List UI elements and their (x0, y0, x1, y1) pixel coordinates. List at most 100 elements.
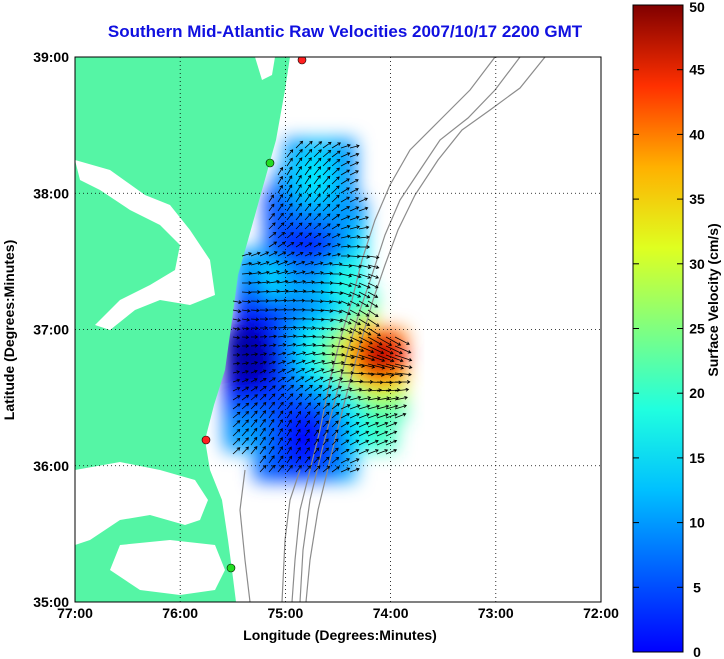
velocity-arrow (313, 280, 325, 285)
velocity-arrow (304, 183, 312, 194)
velocity-arrow (286, 222, 294, 230)
field-cell (254, 339, 266, 351)
velocity-arrow (250, 419, 258, 428)
field-cell (324, 419, 336, 431)
field-cell (284, 419, 296, 431)
field-cell (344, 229, 356, 241)
field-cell (324, 349, 336, 361)
velocity-arrow (367, 413, 380, 419)
field-cell (254, 299, 266, 311)
velocity-arrow (322, 141, 332, 149)
velocity-arrow (277, 212, 284, 221)
velocity-arrow (268, 307, 279, 312)
field-cell (274, 209, 286, 221)
velocity-arrow (277, 334, 287, 339)
velocity-arrow (241, 299, 252, 304)
velocity-arrow (232, 387, 241, 392)
velocity-arrow (322, 184, 331, 194)
velocity-arrow (259, 261, 270, 266)
velocity-arrow (349, 244, 361, 249)
velocity-arrow (340, 421, 350, 428)
velocity-arrow (268, 279, 280, 284)
velocity-arrow (358, 363, 376, 369)
velocity-arrow (250, 445, 258, 455)
velocity-arrow (340, 160, 351, 167)
velocity-arrow (322, 377, 334, 383)
velocity-arrow (304, 368, 315, 374)
velocity-arrow (232, 437, 241, 446)
field-cell (264, 229, 276, 241)
velocity-arrow (304, 280, 315, 285)
velocity-arrow (304, 270, 315, 275)
velocity-arrow (358, 327, 372, 336)
velocity-arrow (241, 361, 250, 366)
velocity-arrow (340, 387, 353, 392)
velocity-arrow (322, 318, 334, 322)
field-cell (254, 389, 266, 401)
velocity-arrow (340, 273, 353, 278)
field-cell (244, 349, 256, 361)
field-cell (314, 269, 326, 281)
field-cell (364, 409, 376, 421)
velocity-arrow (322, 299, 333, 304)
velocity-arrow (277, 193, 283, 203)
velocity-arrow (250, 308, 260, 313)
velocity-arrow (358, 404, 371, 410)
velocity-arrow (277, 343, 287, 347)
velocity-arrow (251, 335, 259, 339)
velocity-arrow (367, 449, 379, 455)
y-tick-label: 39:00 (33, 49, 69, 65)
velocity-arrow (358, 197, 369, 203)
velocity-arrow (367, 273, 380, 279)
velocity-arrow (268, 231, 277, 239)
field-cell (264, 309, 276, 321)
velocity-arrow (322, 194, 331, 203)
field-cell (274, 219, 286, 231)
velocity-arrow (358, 206, 369, 212)
velocity-arrow (268, 289, 280, 294)
velocity-arrow (277, 166, 284, 176)
velocity-arrow (349, 379, 364, 384)
velocity-arrow (286, 149, 294, 158)
field-cell (334, 339, 346, 351)
velocity-arrow (313, 402, 321, 410)
field-cell (344, 189, 356, 201)
velocity-arrow (268, 464, 276, 473)
velocity-arrow (331, 369, 345, 374)
velocity-arrow (232, 344, 241, 349)
field-cell (334, 239, 346, 251)
velocity-arrow (349, 318, 362, 326)
velocity-arrow (331, 352, 346, 357)
velocity-arrow (340, 291, 353, 297)
velocity-arrow (295, 202, 302, 212)
velocity-arrow (349, 336, 364, 344)
velocity-arrow (331, 394, 341, 401)
velocity-arrow (358, 282, 371, 289)
velocity-arrow (349, 458, 360, 464)
velocity-arrow (304, 174, 312, 185)
field-cell (354, 369, 366, 381)
field-cell (294, 149, 306, 161)
velocity-arrow (331, 233, 341, 239)
velocity-arrow (349, 395, 362, 401)
velocity-arrow (385, 354, 404, 363)
velocity-arrow (358, 430, 370, 437)
velocity-arrow (295, 368, 306, 374)
velocity-arrow (268, 270, 280, 275)
field-cell (264, 469, 276, 481)
field-cell (334, 149, 346, 161)
velocity-arrow (232, 318, 241, 322)
field-cell (284, 339, 296, 351)
field-cell (284, 359, 296, 371)
velocity-arrow (385, 388, 401, 392)
velocity-arrow (232, 447, 241, 455)
velocity-arrow (259, 360, 267, 365)
colorbar-tick-label: 50 (689, 0, 705, 15)
field-cell (254, 249, 266, 261)
velocity-arrow (259, 299, 270, 303)
field-cell (274, 179, 286, 191)
velocity-arrow (268, 445, 275, 455)
velocity-arrow (322, 429, 329, 437)
velocity-arrow (295, 279, 307, 284)
velocity-arrow (277, 385, 285, 392)
